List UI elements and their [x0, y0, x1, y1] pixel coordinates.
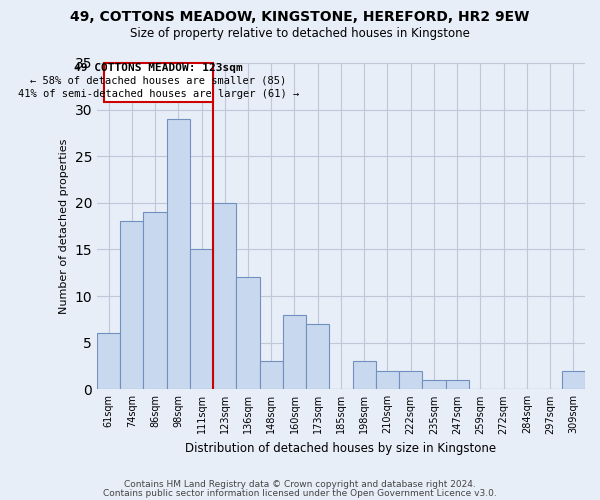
Bar	[562, 370, 585, 390]
X-axis label: Distribution of detached houses by size in Kingstone: Distribution of detached houses by size …	[185, 442, 497, 455]
Text: Contains HM Land Registry data © Crown copyright and database right 2024.: Contains HM Land Registry data © Crown c…	[124, 480, 476, 489]
Text: ← 58% of detached houses are smaller (85): ← 58% of detached houses are smaller (85…	[31, 76, 287, 86]
Text: 41% of semi-detached houses are larger (61) →: 41% of semi-detached houses are larger (…	[18, 89, 299, 99]
Bar	[399, 370, 422, 390]
Bar	[422, 380, 446, 390]
Bar	[143, 212, 167, 390]
Text: 49, COTTONS MEADOW, KINGSTONE, HEREFORD, HR2 9EW: 49, COTTONS MEADOW, KINGSTONE, HEREFORD,…	[70, 10, 530, 24]
Bar	[446, 380, 469, 390]
Bar	[283, 314, 306, 390]
FancyBboxPatch shape	[104, 63, 213, 102]
Bar	[213, 203, 236, 390]
Bar	[97, 334, 120, 390]
Bar	[306, 324, 329, 390]
Bar	[260, 362, 283, 390]
Bar	[120, 222, 143, 390]
Bar	[376, 370, 399, 390]
Bar	[167, 119, 190, 390]
Bar	[353, 362, 376, 390]
Bar	[236, 278, 260, 390]
Text: 49 COTTONS MEADOW: 123sqm: 49 COTTONS MEADOW: 123sqm	[74, 62, 243, 72]
Y-axis label: Number of detached properties: Number of detached properties	[59, 138, 69, 314]
Text: Contains public sector information licensed under the Open Government Licence v3: Contains public sector information licen…	[103, 489, 497, 498]
Text: Size of property relative to detached houses in Kingstone: Size of property relative to detached ho…	[130, 28, 470, 40]
Bar	[190, 250, 213, 390]
